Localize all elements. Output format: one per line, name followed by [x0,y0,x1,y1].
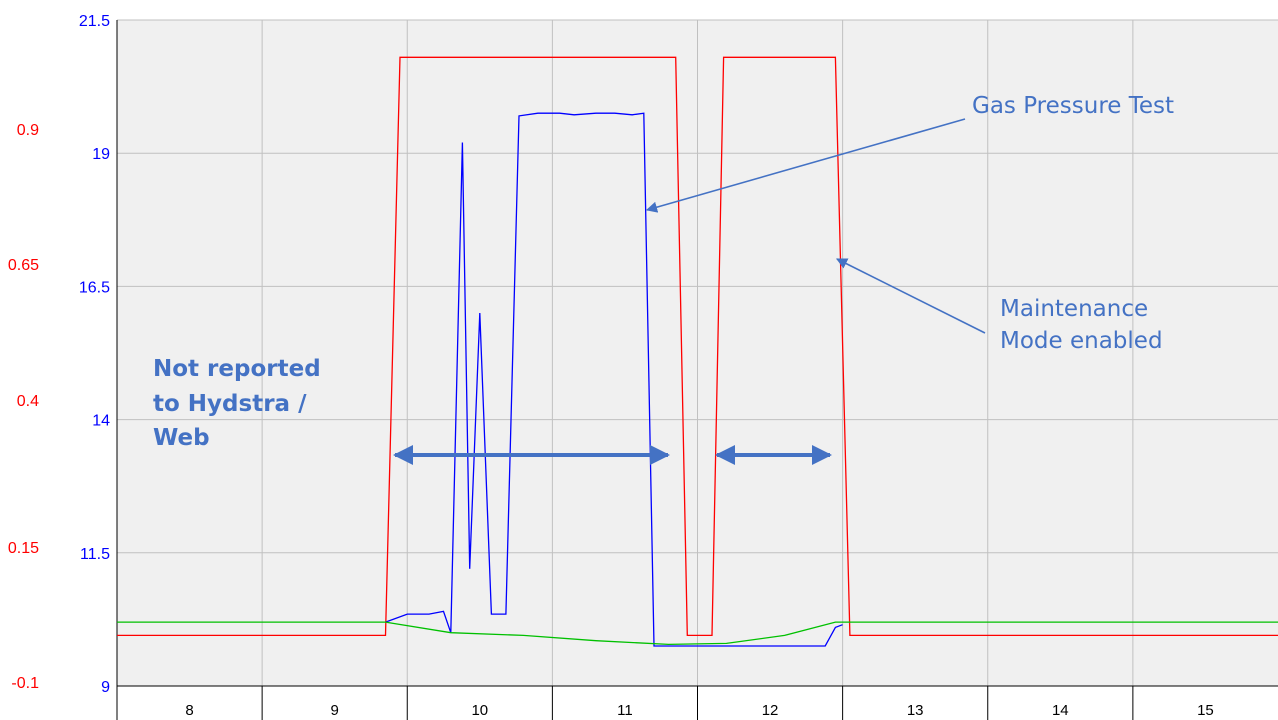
y-tick-label-red: 0.9 [17,122,39,139]
annotation-gas-pressure-test: Gas Pressure Test [972,93,1175,119]
annotation-line: to Hydstra / [153,390,307,417]
y-tick-label-blue: 14 [92,413,110,430]
annotation-arrows [393,118,986,465]
annotation-line: Mode enabled [1000,328,1163,355]
series-line [117,56,1278,637]
y-tick-label-red: 0.4 [17,393,39,410]
y-tick-label-blue: 16.5 [79,279,110,296]
pointer-arrow-maintenance [835,258,986,334]
x-tick-label: 10 [471,702,488,719]
x-tick-label: 11 [617,702,633,719]
y-tick-label-blue: 21.5 [79,13,110,30]
series-group [117,56,1278,647]
x-axis: 8 9 10 11 12 13 14 15 [185,686,1214,720]
annotation-maintenance-mode: Maintenance Mode enabled [1000,293,1163,357]
series-line [117,621,1278,646]
y-tick-label-red: 0.65 [8,257,39,274]
y-tick-label-blue: 9 [101,679,110,696]
y-axis-red: 0.9 0.65 0.4 0.15 -0.1 [8,122,39,692]
x-tick-label: 9 [331,702,339,719]
x-tick-label: 8 [185,702,193,719]
x-tick-label: 15 [1197,702,1214,719]
y-tick-label-blue: 19 [92,146,110,163]
series-line [385,112,843,647]
annotation-not-reported: Not reported to Hydstra / Web [153,352,321,456]
annotation-line: Maintenance [1000,296,1149,322]
annotation-line: Not reported [153,356,321,382]
annotation-line: Web [153,425,210,451]
y-tick-label-red: 0.15 [8,540,39,557]
x-tick-label: 13 [907,702,924,719]
x-tick-label: 14 [1052,702,1069,719]
y-axis-blue: 21.5 19 16.5 14 11.5 9 [79,13,110,696]
y-tick-label-red: -0.1 [11,675,39,692]
x-tick-label: 12 [762,702,779,719]
pointer-arrow-gas-pressure [645,118,966,213]
y-tick-label-blue: 11.5 [80,546,110,563]
